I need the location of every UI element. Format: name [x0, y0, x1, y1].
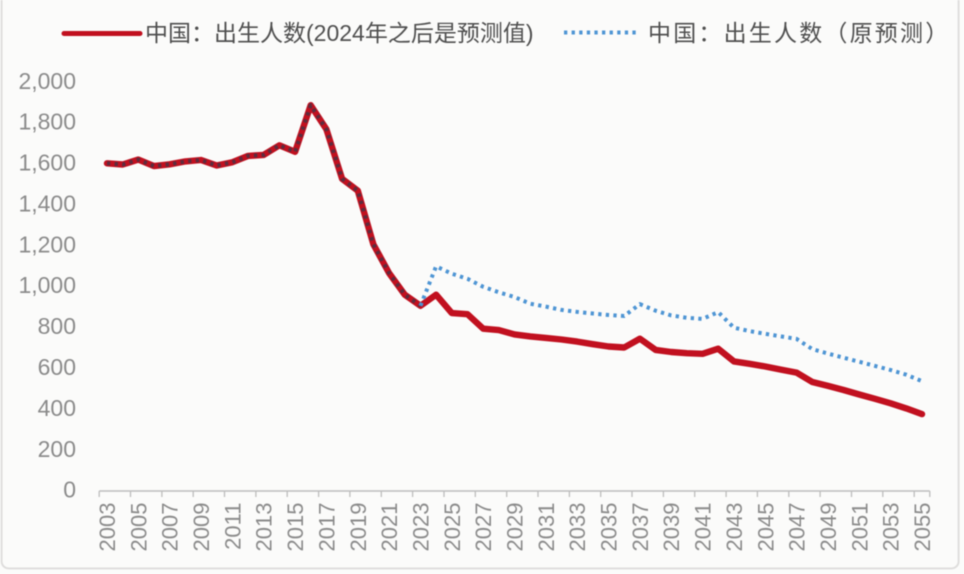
svg-text:800: 800: [38, 313, 76, 339]
svg-text:2049: 2049: [816, 503, 841, 552]
svg-text:1,000: 1,000: [18, 272, 76, 298]
svg-text:2053: 2053: [879, 503, 904, 552]
svg-text:2051: 2051: [847, 503, 872, 552]
svg-text:2055: 2055: [910, 503, 935, 552]
svg-text:600: 600: [38, 354, 76, 380]
svg-text:2005: 2005: [126, 503, 151, 552]
svg-text:2019: 2019: [346, 503, 371, 552]
svg-text:2025: 2025: [440, 503, 465, 552]
svg-text:2015: 2015: [283, 503, 308, 552]
svg-text:中国：出生人数（原预测）: 中国：出生人数（原预测）: [648, 20, 950, 46]
svg-text:2017: 2017: [314, 503, 339, 552]
svg-text:2009: 2009: [189, 503, 214, 552]
svg-text:1,600: 1,600: [18, 150, 76, 176]
svg-text:1,800: 1,800: [18, 109, 76, 135]
svg-text:2027: 2027: [471, 503, 496, 552]
svg-text:2037: 2037: [628, 503, 653, 552]
svg-text:1,200: 1,200: [18, 231, 76, 257]
svg-text:2,000: 2,000: [18, 68, 76, 94]
svg-text:2043: 2043: [722, 503, 747, 552]
svg-text:2029: 2029: [503, 503, 528, 552]
svg-text:2031: 2031: [534, 503, 559, 552]
svg-text:2023: 2023: [409, 503, 434, 552]
svg-text:2041: 2041: [691, 503, 716, 552]
svg-text:2013: 2013: [252, 503, 277, 552]
svg-text:400: 400: [38, 395, 76, 421]
svg-text:2007: 2007: [158, 503, 183, 552]
svg-text:2011: 2011: [220, 503, 245, 550]
svg-text:0: 0: [63, 477, 76, 503]
svg-text:2047: 2047: [785, 503, 810, 552]
svg-text:2035: 2035: [597, 503, 622, 552]
svg-text:2045: 2045: [753, 503, 778, 552]
svg-text:2021: 2021: [377, 503, 402, 552]
svg-text:1,400: 1,400: [18, 190, 76, 216]
svg-text:2003: 2003: [95, 503, 120, 552]
svg-text:中国：出生人数(2024年之后是预测值): 中国：出生人数(2024年之后是预测值): [145, 20, 533, 46]
svg-text:2039: 2039: [659, 503, 684, 552]
svg-text:2033: 2033: [565, 503, 590, 552]
svg-text:200: 200: [38, 436, 76, 462]
